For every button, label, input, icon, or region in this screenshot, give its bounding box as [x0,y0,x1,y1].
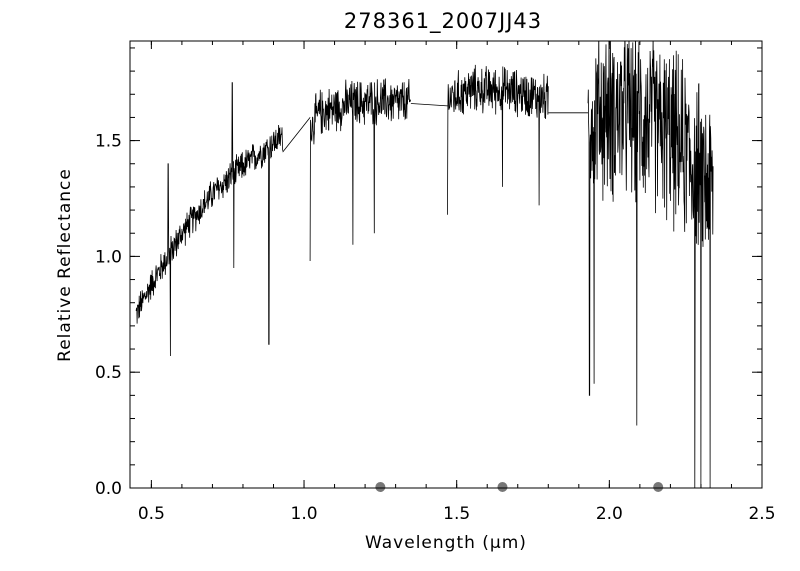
y-tick-label: 1.5 [95,132,122,152]
x-tick-label: 0.5 [138,504,165,524]
marker-layer [375,482,664,492]
series-layer [135,41,714,488]
spectrum-segment [587,41,714,488]
y-tick-label: 0.5 [95,363,122,383]
chart-title: 278361_2007JJ43 [344,9,542,34]
band-marker [375,482,386,492]
band-marker [653,482,664,492]
y-tick-label: 1.0 [95,247,122,267]
plot-frame [129,40,763,489]
spectrum-segment [447,64,549,215]
spectrum-gap-bridge [282,117,311,153]
tick-layer: 0.5 1.0 1.5 2.0 2.5 0.0 0.5 1.0 1.5 [95,41,776,524]
x-axis-label: Wavelength (μm) [365,533,527,553]
y-tick-label: 0.0 [95,479,122,499]
x-tick-label: 1.0 [291,504,318,524]
band-marker [497,482,508,492]
spectrum-gap-bridge [410,103,448,107]
y-axis-label: Relative Reflectance [55,168,75,362]
spectrum-segment [309,77,411,262]
spectrum-segment [135,82,284,357]
x-tick-label: 1.5 [443,504,470,524]
x-tick-label: 2.0 [596,504,623,524]
x-tick-label: 2.5 [748,504,775,524]
